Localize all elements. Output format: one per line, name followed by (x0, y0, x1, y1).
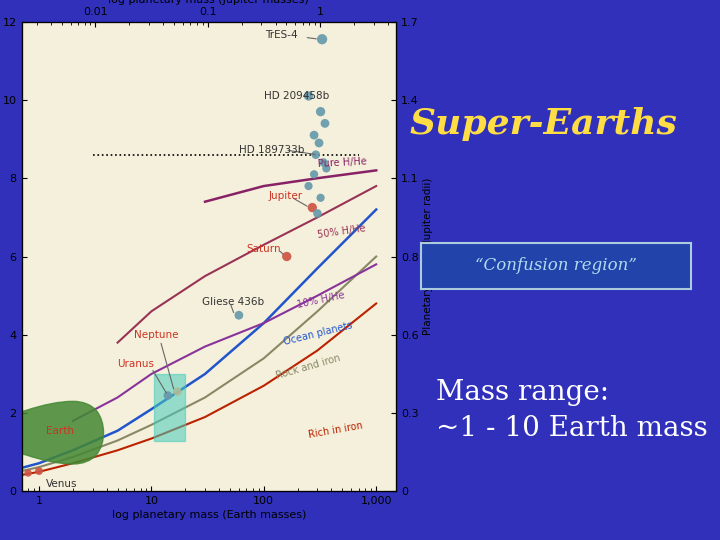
Y-axis label: Planetary radius (Jupiter radii): Planetary radius (Jupiter radii) (423, 178, 433, 335)
Point (303, 181, 315, 191)
Point (171, 387, 183, 396)
Bar (154, 374, 185, 441)
Point (319, 119, 330, 128)
Text: Jupiter: Jupiter (269, 191, 302, 201)
Point (281, 252, 292, 261)
Point (315, 107, 326, 116)
Point (313, 139, 325, 147)
Text: “Confusion region”: “Confusion region” (475, 258, 637, 274)
Point (320, 164, 332, 173)
Point (33, 467, 45, 475)
Text: Super-Earths: Super-Earths (410, 107, 678, 141)
Point (233, 311, 245, 320)
Ellipse shape (0, 401, 104, 464)
Text: Earth: Earth (46, 426, 74, 436)
Point (162, 391, 174, 400)
Point (310, 151, 322, 159)
Text: HD 209458b: HD 209458b (264, 91, 329, 101)
Text: 50% H/He: 50% H/He (317, 223, 366, 240)
Text: Neptune: Neptune (134, 330, 179, 340)
Text: Uranus: Uranus (117, 359, 155, 369)
X-axis label: log planetary mass (Earth masses): log planetary mass (Earth masses) (112, 510, 306, 521)
Point (303, 92, 315, 100)
Text: HD 189733b: HD 189733b (239, 145, 305, 155)
Text: Venus: Venus (46, 478, 77, 489)
Text: Saturn: Saturn (246, 244, 281, 254)
Point (318, 158, 329, 167)
Text: Rich in iron: Rich in iron (307, 420, 364, 440)
Point (312, 209, 323, 218)
Point (22, 469, 34, 477)
Point (307, 203, 318, 212)
Point (315, 193, 326, 202)
X-axis label: log planetary mass (Jupiter masses): log planetary mass (Jupiter masses) (109, 0, 309, 4)
Point (308, 131, 320, 139)
Text: 10% H/He: 10% H/He (297, 291, 346, 310)
Text: Rock and iron: Rock and iron (275, 353, 342, 381)
Point (316, 35, 328, 44)
Text: Gliese 436b: Gliese 436b (202, 296, 264, 307)
Text: Pure H/He: Pure H/He (318, 157, 366, 170)
Point (308, 170, 320, 179)
Text: TrES-4: TrES-4 (265, 30, 297, 40)
Text: Mass range:
~1 - 10 Earth mass: Mass range: ~1 - 10 Earth mass (436, 379, 707, 442)
Text: Ocean planets: Ocean planets (282, 321, 354, 347)
